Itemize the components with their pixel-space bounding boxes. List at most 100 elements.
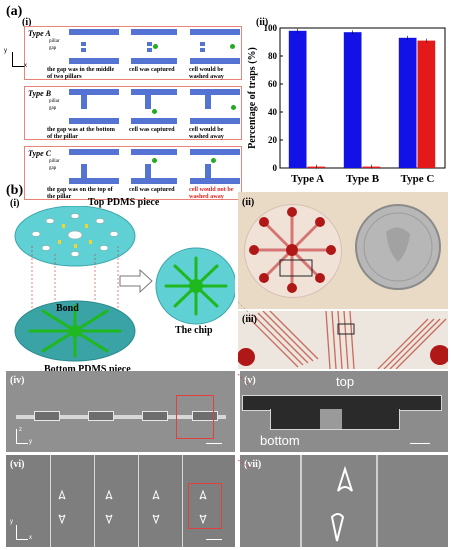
scale-bar bbox=[206, 443, 222, 444]
channel-edge bbox=[376, 455, 378, 547]
channel-wall bbox=[190, 178, 240, 184]
pdms-schematic bbox=[14, 206, 235, 362]
panel-b-v-label: (v) bbox=[244, 375, 256, 386]
type-a-name: Type A bbox=[28, 29, 51, 38]
pillar-shape bbox=[81, 164, 87, 178]
top-pdms-label: Top PDMS piece bbox=[88, 197, 160, 208]
y-axis-label: Percentage of traps (%) bbox=[247, 47, 258, 149]
type-b-caption-1: the gap was at the bottom of the pillar bbox=[47, 126, 115, 140]
scale-bar bbox=[410, 443, 430, 444]
type-c-name: Type C bbox=[28, 149, 52, 158]
panel-connectors bbox=[237, 301, 251, 469]
sem-trap bbox=[34, 411, 60, 421]
panel-b-label: (b) bbox=[6, 183, 24, 198]
channel-wall bbox=[190, 58, 240, 64]
channel-wall bbox=[131, 58, 177, 64]
sem-zoom-pillar bbox=[320, 409, 342, 429]
type-c-caption-1: the gap was on the top of the pillar bbox=[47, 186, 113, 200]
x-axis-letter: x bbox=[24, 63, 27, 69]
channel-wall bbox=[69, 29, 119, 35]
panel-b-vi-label: (vi) bbox=[10, 459, 25, 470]
panel-b-iv-label: (iv) bbox=[10, 375, 25, 386]
panel-a-label: (a) bbox=[6, 4, 23, 19]
panel-b-ii-label: (ii) bbox=[242, 197, 255, 208]
type-a-box: Type A pillar gap the gap was in the mid… bbox=[24, 26, 242, 80]
cell-dot bbox=[211, 158, 216, 163]
type-a-caption-3: cell would be washed away bbox=[189, 66, 224, 80]
channel-edge bbox=[50, 455, 51, 547]
pillar-label: pillar bbox=[49, 39, 60, 44]
pillar-shape bbox=[205, 164, 211, 178]
channel-wall bbox=[131, 149, 177, 155]
pillar-shape bbox=[145, 95, 151, 109]
x-axis-arrow bbox=[16, 539, 28, 540]
channel-wall bbox=[131, 89, 177, 95]
type-b-caption-2: cell was captured bbox=[129, 126, 175, 133]
cell-dot bbox=[230, 44, 235, 49]
cell-dot bbox=[153, 44, 158, 49]
y-tick-label: 0 bbox=[273, 163, 278, 173]
panel-b-iii-label: (iii) bbox=[242, 314, 257, 325]
scale-bar bbox=[206, 539, 222, 540]
channel-wall bbox=[190, 118, 240, 124]
panel-b-i-label: (i) bbox=[10, 198, 20, 209]
type-a-caption-2: cell was captured bbox=[129, 66, 175, 73]
sem-channel-line bbox=[16, 415, 226, 419]
zoom-box bbox=[188, 483, 222, 529]
y-tick-label: 20 bbox=[268, 135, 278, 145]
pillar-label: pillar bbox=[49, 99, 60, 104]
pillar-shape bbox=[205, 95, 211, 109]
z-axis-arrow bbox=[16, 429, 17, 443]
type-b-box: Type B pillar gap the gap was at the bot… bbox=[24, 86, 242, 140]
cell-dot bbox=[152, 158, 157, 163]
pillar-shape bbox=[81, 42, 86, 46]
channel-wall bbox=[69, 149, 119, 155]
channel-wall bbox=[69, 58, 119, 64]
bond-label: Bond bbox=[56, 303, 79, 314]
panel-b-vii-label: (vii) bbox=[244, 459, 262, 470]
cell-dot bbox=[231, 105, 236, 110]
y-axis-letter: y bbox=[4, 48, 7, 54]
gap-label: gap bbox=[49, 46, 57, 51]
bar-blue bbox=[398, 37, 417, 168]
channel-wall bbox=[69, 178, 119, 184]
pillar-shape bbox=[200, 48, 205, 52]
sem-trap bbox=[192, 411, 218, 421]
pillar-shape bbox=[145, 164, 151, 178]
channel-edge bbox=[138, 455, 139, 547]
channel-wall bbox=[131, 29, 177, 35]
top-label: top bbox=[336, 374, 355, 389]
cell-dot bbox=[152, 109, 157, 114]
sem-cross-section: z y bbox=[6, 371, 235, 452]
type-b-caption-3: cell would be washed away bbox=[189, 126, 224, 140]
gap-label: gap bbox=[49, 106, 57, 111]
y-axis-arrow bbox=[12, 52, 13, 66]
x-category-label: Type A bbox=[291, 173, 324, 185]
type-a-caption-1: the gap was in the middle of two pillars bbox=[47, 66, 115, 80]
channel-edge bbox=[300, 455, 302, 547]
y-axis-letter: y bbox=[10, 519, 13, 525]
sem-top-view: y x bbox=[6, 455, 235, 547]
y-tick-label: 60 bbox=[268, 79, 278, 89]
chip-label: The chip bbox=[175, 325, 213, 336]
channel-wall bbox=[69, 118, 119, 124]
channel-edge bbox=[94, 455, 95, 547]
x-category-label: Type B bbox=[346, 173, 380, 185]
panel-a-ii-label: (ii) bbox=[256, 17, 269, 28]
channel-edge bbox=[182, 455, 183, 547]
bar-red bbox=[417, 40, 436, 168]
channel-wall bbox=[131, 118, 177, 124]
channel-wall bbox=[69, 89, 119, 95]
bottom-pdms-label: Bottom PDMS piece bbox=[44, 364, 131, 375]
pillar-shape bbox=[81, 48, 86, 52]
channel-wall bbox=[190, 29, 240, 35]
gap-label: gap bbox=[49, 166, 57, 171]
pillar-label: pillar bbox=[49, 159, 60, 164]
x-axis-letter: x bbox=[29, 535, 32, 541]
y-axis-arrow bbox=[16, 525, 17, 539]
pillar-shape bbox=[147, 42, 152, 46]
bottom-label: bottom bbox=[260, 433, 300, 448]
pillar-shape bbox=[200, 42, 205, 46]
sem-trap bbox=[142, 411, 168, 421]
x-axis-arrow bbox=[12, 66, 24, 67]
